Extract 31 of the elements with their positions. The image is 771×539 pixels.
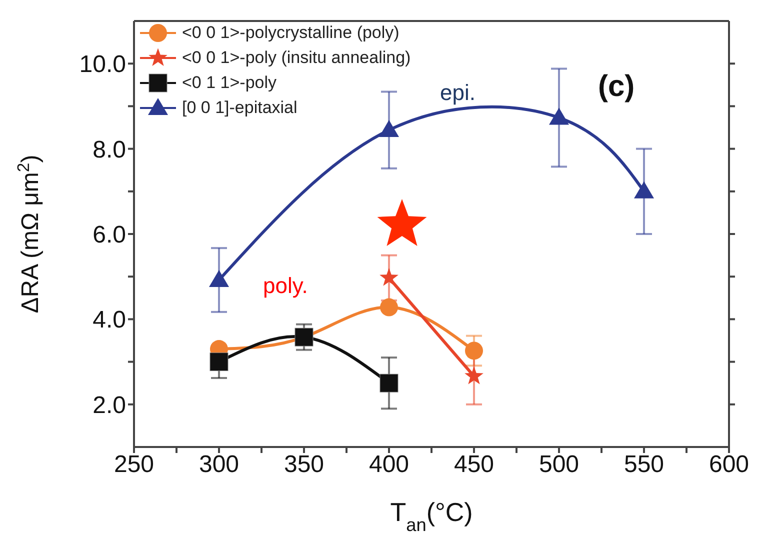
- x-tick-label: 250: [114, 451, 154, 478]
- y-tick-label: 2.0: [92, 392, 126, 419]
- x-tick-label: 350: [284, 451, 324, 478]
- y-tick-label: 8.0: [92, 136, 126, 164]
- point: [380, 298, 398, 316]
- annotation: (c): [598, 70, 635, 104]
- x-tick-label: 300: [198, 451, 240, 478]
- annotation: poly.: [263, 273, 308, 299]
- point: [464, 366, 484, 384]
- point: [210, 352, 228, 372]
- point: [549, 108, 569, 125]
- point: [634, 181, 654, 198]
- point: [209, 270, 229, 288]
- annotation: epi.: [440, 80, 476, 106]
- point: [380, 374, 398, 392]
- x-tick-label: 550: [624, 451, 664, 478]
- legend-label: <0 0 1>-poly (insitu annealing): [182, 47, 411, 69]
- legend-label: <0 1 1>-poly: [182, 72, 277, 94]
- point: [379, 120, 399, 138]
- x-tick-label: 400: [368, 451, 410, 478]
- x-axis-title: T$_{an}$(°C): [390, 497, 473, 535]
- x-tick-label: 450: [454, 451, 494, 478]
- x-tick-label: 600: [708, 451, 750, 478]
- point: [465, 342, 483, 360]
- legend-label: [0 0 1]-epitaxial: [182, 97, 298, 119]
- y-tick-label: 4.0: [92, 306, 126, 334]
- y-tick-label: 6.0: [92, 222, 126, 249]
- point: [380, 268, 398, 286]
- x-tick-label: 500: [538, 451, 580, 478]
- legend-label: <0 0 1>-polycrystalline (poly): [182, 22, 400, 44]
- y-tick-label: 10.0: [79, 51, 126, 78]
